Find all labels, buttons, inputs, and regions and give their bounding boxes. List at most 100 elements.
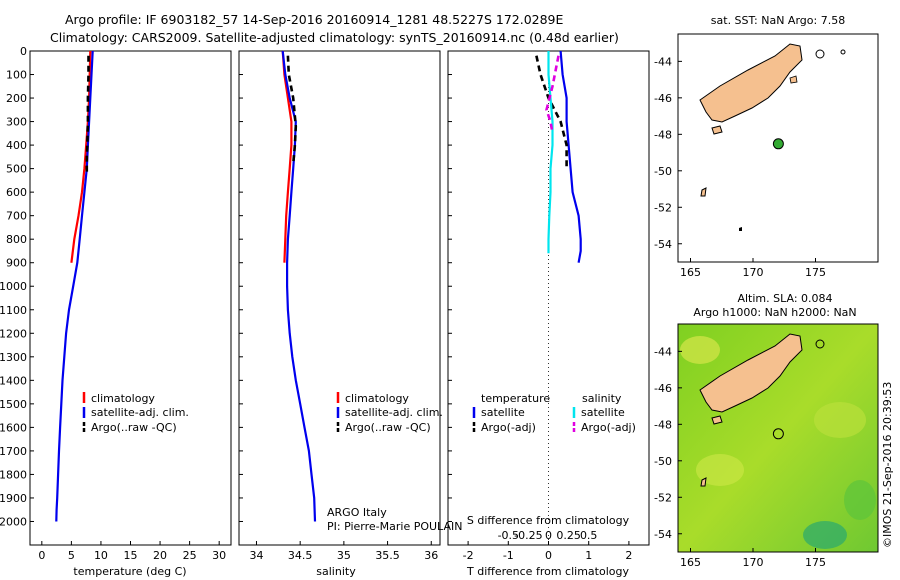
depth-tick-label: 500 [6,163,27,176]
map-x-tick-label: 165 [680,556,701,569]
temperature-series [55,50,94,522]
map-x-tick-label: 175 [805,556,826,569]
depth-tick-label: 300 [6,116,27,129]
depth-tick-label: 100 [6,69,27,82]
depth-tick-label: 1400 [0,374,27,387]
map-x-tick-label: 170 [743,556,764,569]
salinity-x-axis: 34 34.5 35 35.5 36 [249,541,438,562]
x-tick-label: 34.5 [288,549,313,562]
series-argo-raw-qc [85,55,90,174]
salinity-panel [238,50,441,546]
salinity-xlabel: salinity [316,565,356,578]
series-satellite-adj-clim [281,50,317,522]
legend-label-s-argo: Argo(-adj) [581,421,636,434]
s-diff-tick-label: 0 [545,529,552,542]
small-island [815,339,825,349]
argo-float-marker [772,428,784,440]
map-y-tick-label: -54 [654,238,672,251]
legend-label-argo: Argo(..raw -QC) [345,421,431,434]
depth-tick-label: 400 [6,139,27,152]
south-island-land [699,333,803,413]
x-tick-label: 0 [545,549,552,562]
depth-tick-label: 900 [6,257,27,270]
south-island-land [699,43,803,123]
sla-map-title-line2: Argo h1000: NaN h2000: NaN [693,306,856,319]
argo-italy-annotation: ARGO Italy [327,506,387,519]
temperature-legend: climatology satellite-adj. clim. Argo(..… [82,392,189,434]
argo-float-marker [772,138,784,150]
figure-title-line2: Climatology: CARS2009. Satellite-adjuste… [50,30,619,45]
legend-label-s-satellite: satellite [581,406,625,419]
legend-title-temperature: temperature [481,392,550,405]
depth-tick-label: 1500 [0,398,27,411]
temperature-panel [29,50,232,546]
map-y-tick-label: -52 [654,201,672,214]
difference-series [535,50,582,263]
map-y-tick-label: -52 [654,491,672,504]
salinity-legend: climatology satellite-adj. clim. Argo(..… [327,392,462,533]
t-difference-x-axis: -2 -1 0 1 2 [463,541,632,562]
x-tick-label: 10 [94,549,108,562]
map-y-tick-label: -46 [654,92,672,105]
s-difference-x-axis: -0.5-0.25 0 0.25 0.5 [498,529,598,542]
series-temperature-satellite [559,50,582,263]
campbell-island [739,227,742,231]
map-y-tick-label: -50 [654,455,672,468]
legend-label-argo: Argo(..raw -QC) [91,421,177,434]
depth-tick-label: 1800 [0,468,27,481]
depth-tick-label: 1200 [0,327,27,340]
x-tick-label: -1 [503,549,514,562]
salinity-series [281,50,317,522]
series-climatology [281,50,293,263]
depth-tick-label: 2000 [0,515,27,528]
s-diff-tick-label: -0.5 [498,529,519,542]
legend-title-salinity: salinity [582,392,622,405]
x-tick-label: 1 [585,549,592,562]
banks-peninsula-land [789,75,798,84]
figure-title-line1: Argo profile: IF 6903182_57 14-Sep-2016 … [65,12,564,27]
temperature-x-axis: 0 5 10 15 20 25 30 [38,541,226,562]
depth-tick-label: 1100 [0,304,27,317]
depth-tick-label: 1700 [0,445,27,458]
map-y-tick-label: -44 [654,345,672,358]
sst-map-title: sat. SST: NaN Argo: 7.58 [711,14,845,27]
series-argo-raw-qc [286,55,298,165]
legend-label-t-satellite: satellite [481,406,525,419]
s-diff-tick-label: 0.5 [580,529,598,542]
map-y-tick-label: -48 [654,418,672,431]
map-x-tick-label: 165 [680,266,701,279]
map-y-tick-label: -50 [654,165,672,178]
stewart-island-land [711,125,723,135]
small-island [840,49,846,55]
legend-label-climatology: climatology [345,392,409,405]
legend-label-satellite: satellite-adj. clim. [345,406,443,419]
map-y-tick-label: -46 [654,382,672,395]
x-tick-label: 35.5 [375,549,400,562]
x-tick-label: 35 [337,549,351,562]
legend-label-climatology: climatology [91,392,155,405]
difference-panel [447,50,650,546]
sla-map: Altim. SLA: 0.084 Argo h1000: NaN h2000:… [654,292,879,569]
map-y-tick-label: -44 [654,55,672,68]
sla-anomaly-patch [814,402,866,438]
sst-map: sat. SST: NaN Argo: 7.58 165 170 175 -44 -46… [654,14,879,279]
series-salinity-satellite [547,51,554,254]
auckland-islands [700,187,707,197]
s-diff-tick-label: 0.25 [556,529,581,542]
x-tick-label: 20 [153,549,167,562]
sla-anomaly-patch [680,336,720,364]
series-satellite-adj-clim [55,50,94,522]
sst-map-axes: 165 170 175 -44 -46 -48 -50 -52 -54 [654,55,826,279]
x-tick-label: 36 [424,549,438,562]
temperature-xlabel: temperature (deg C) [73,565,186,578]
s-diff-tick-label: -0.25 [514,529,542,542]
x-tick-label: 2 [625,549,632,562]
x-tick-label: 0 [38,549,45,562]
depth-tick-label: 200 [6,92,27,105]
depth-tick-label: 1900 [0,492,27,505]
x-tick-label: 34 [249,549,263,562]
map-x-tick-label: 175 [805,266,826,279]
sla-anomaly-patch [844,480,876,520]
stewart-island-land [711,415,723,425]
